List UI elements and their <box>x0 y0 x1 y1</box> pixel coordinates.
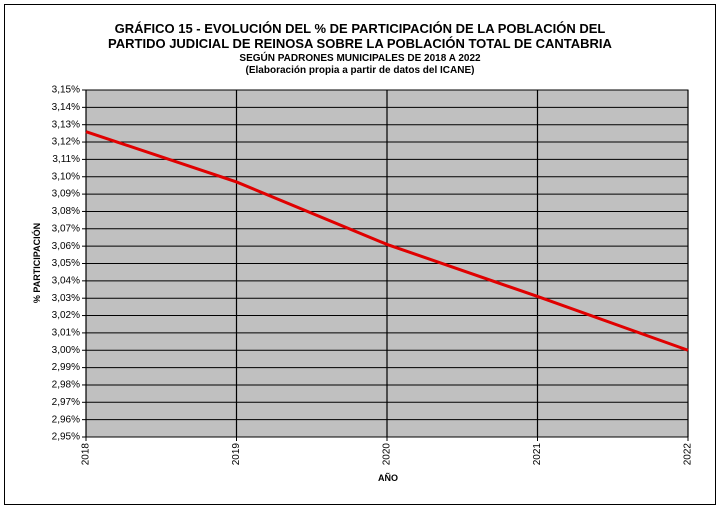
y-tick-label: 3,08% <box>52 206 80 217</box>
x-tick-label: 2020 <box>382 443 393 466</box>
y-tick-label: 2,96% <box>52 414 80 425</box>
chart-subtitle: SEGÚN PADRONES MUNICIPALES DE 2018 A 202… <box>239 51 481 64</box>
y-tick-label: 3,03% <box>52 293 80 304</box>
x-axis-label: AÑO <box>378 473 398 483</box>
y-tick-label: 3,05% <box>52 258 80 269</box>
chart-title: GRÁFICO 15 - EVOLUCIÓN DEL % DE PARTICIP… <box>115 21 606 36</box>
y-tick-label: 3,13% <box>52 119 80 130</box>
y-tick-label: 2,99% <box>52 362 80 373</box>
x-tick-label: 2018 <box>81 443 92 466</box>
y-axis-label: % PARTICIPACIÓN <box>31 223 42 303</box>
y-tick-label: 3,15% <box>52 85 80 96</box>
y-tick-label: 2,97% <box>52 397 80 408</box>
y-tick-label: 3,02% <box>52 310 80 321</box>
y-tick-label: 3,07% <box>52 223 80 234</box>
data-line <box>85 130 689 352</box>
y-tick-label: 3,04% <box>52 275 80 286</box>
y-tick-label: 3,00% <box>52 345 80 356</box>
chart-title: PARTIDO JUDICIAL DE REINOSA SOBRE LA POB… <box>108 36 613 51</box>
x-tick-label: 2019 <box>231 443 242 466</box>
x-tick-label: 2022 <box>683 443 694 466</box>
y-tick-label: 3,09% <box>52 189 80 200</box>
x-tick-label: 2021 <box>532 443 543 466</box>
y-tick-label: 3,11% <box>52 154 80 165</box>
y-tick-label: 2,95% <box>52 432 80 443</box>
y-tick-label: 2,98% <box>52 380 80 391</box>
chart-subtitle: (Elaboración propia a partir de datos de… <box>246 65 475 76</box>
y-tick-label: 3,10% <box>52 171 80 182</box>
y-tick-label: 3,12% <box>52 137 80 148</box>
y-tick-label: 3,14% <box>52 102 80 113</box>
y-tick-label: 3,06% <box>52 241 80 252</box>
y-tick-label: 3,01% <box>52 328 80 339</box>
